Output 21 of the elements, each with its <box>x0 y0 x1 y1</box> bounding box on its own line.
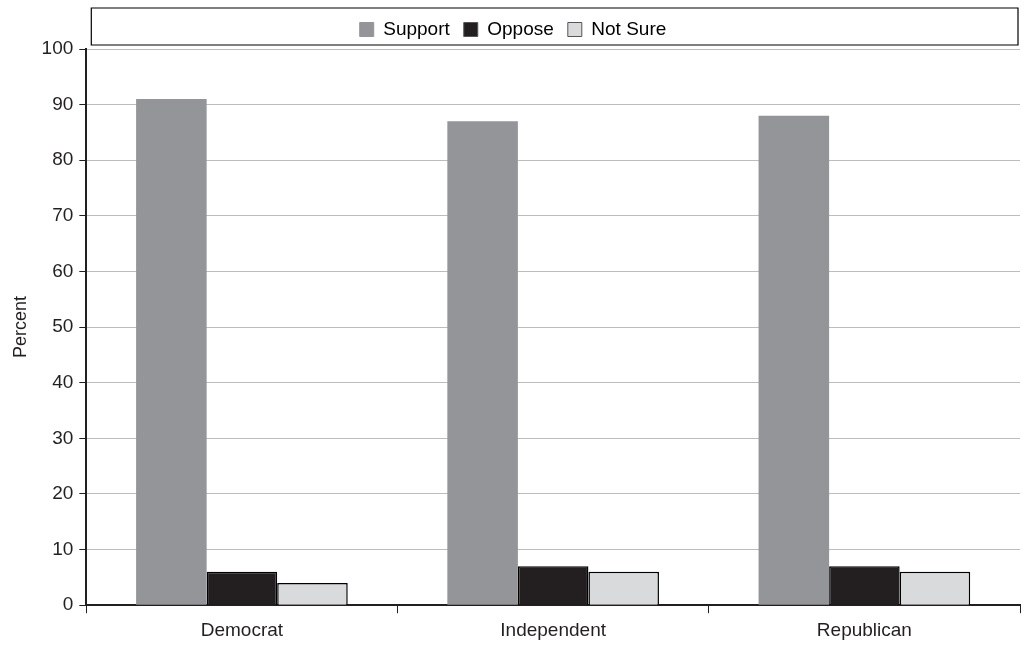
x-tick-label: Independent <box>500 618 607 640</box>
y-tick-label: 80 <box>52 148 74 170</box>
y-tick-label: 40 <box>52 370 74 392</box>
bar <box>758 115 830 605</box>
x-tick-label: Republican <box>816 618 912 640</box>
bar <box>136 99 207 605</box>
y-tick-label: 20 <box>52 482 74 504</box>
y-tick-label: 90 <box>52 92 74 114</box>
legend-label: Not Sure <box>591 17 667 39</box>
y-tick-label: 30 <box>52 426 74 448</box>
legend-label: Support <box>383 17 451 39</box>
legend-label: Oppose <box>487 17 554 39</box>
y-tick-label: 10 <box>52 537 74 559</box>
y-tick-label: 0 <box>62 593 74 615</box>
x-tick-label: Democrat <box>200 618 284 640</box>
y-tick-label: 50 <box>52 315 74 337</box>
bar <box>447 121 518 605</box>
y-tick-label: 100 <box>41 37 74 59</box>
y-axis-title: Percent <box>9 296 30 359</box>
y-tick-label: 60 <box>52 259 74 281</box>
y-tick-label: 70 <box>52 204 74 226</box>
